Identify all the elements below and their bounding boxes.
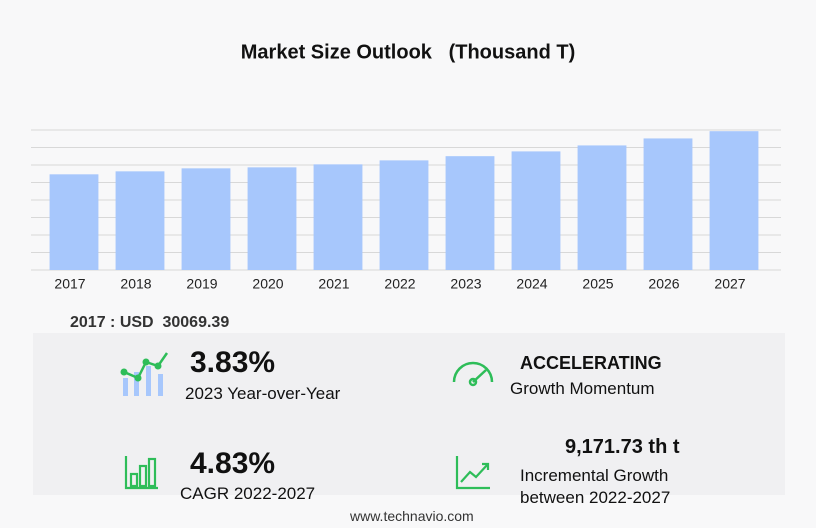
highlight-value: 30069.39 bbox=[162, 314, 230, 331]
incremental-label: Incremental Growth bbox=[520, 466, 669, 485]
yoy-label: 2023 Year-over-Year bbox=[185, 384, 341, 403]
incremental-label: between 2022-2027 bbox=[520, 488, 671, 507]
cagr-label: CAGR 2022-2027 bbox=[180, 484, 316, 503]
x-tick-label: 2017 bbox=[54, 276, 85, 292]
cagr-icon bbox=[124, 456, 158, 490]
bar bbox=[49, 174, 99, 270]
bar bbox=[577, 145, 627, 270]
highlight-year: 2017 bbox=[70, 314, 106, 331]
stats-panel bbox=[33, 333, 785, 495]
bar bbox=[445, 156, 495, 270]
x-tick-label: 2020 bbox=[252, 276, 283, 292]
x-tick-label: 2018 bbox=[120, 276, 151, 292]
x-tick-label: 2026 bbox=[648, 276, 679, 292]
bar bbox=[643, 138, 693, 270]
x-tick-label: 2019 bbox=[186, 276, 217, 292]
bar bbox=[247, 167, 297, 270]
bar bbox=[379, 160, 429, 270]
x-tick-label: 2021 bbox=[318, 276, 349, 292]
x-tick-label: 2022 bbox=[384, 276, 415, 292]
incremental-icon bbox=[455, 456, 490, 490]
bar bbox=[181, 168, 231, 270]
x-tick-label: 2024 bbox=[516, 276, 547, 292]
bar bbox=[313, 164, 363, 270]
footer: www.technavio.com bbox=[350, 508, 474, 524]
chart-title: Market Size Outlook (Thousand T) bbox=[241, 41, 575, 63]
bar bbox=[709, 131, 759, 270]
yoy-value: 3.83% bbox=[190, 346, 276, 379]
cagr-value: 4.83% bbox=[190, 447, 276, 480]
chart: Market Size Outlook (Thousand T) 2017 201… bbox=[31, 41, 781, 292]
yoy-icon bbox=[120, 352, 169, 396]
x-tick-label: 2027 bbox=[714, 276, 745, 292]
incremental-value: 9,171.73 th t bbox=[565, 436, 680, 458]
highlight-currency: USD bbox=[119, 314, 154, 331]
x-tick-label: 2025 bbox=[582, 276, 613, 292]
momentum-label: Growth Momentum bbox=[510, 379, 655, 398]
momentum-icon bbox=[452, 361, 494, 387]
momentum-value: ACCELERATING bbox=[520, 353, 662, 373]
bar bbox=[511, 151, 561, 270]
x-tick-label: 2023 bbox=[450, 276, 481, 292]
highlight: 2017 : USD 30069.39 bbox=[70, 314, 230, 331]
bar bbox=[115, 171, 165, 270]
